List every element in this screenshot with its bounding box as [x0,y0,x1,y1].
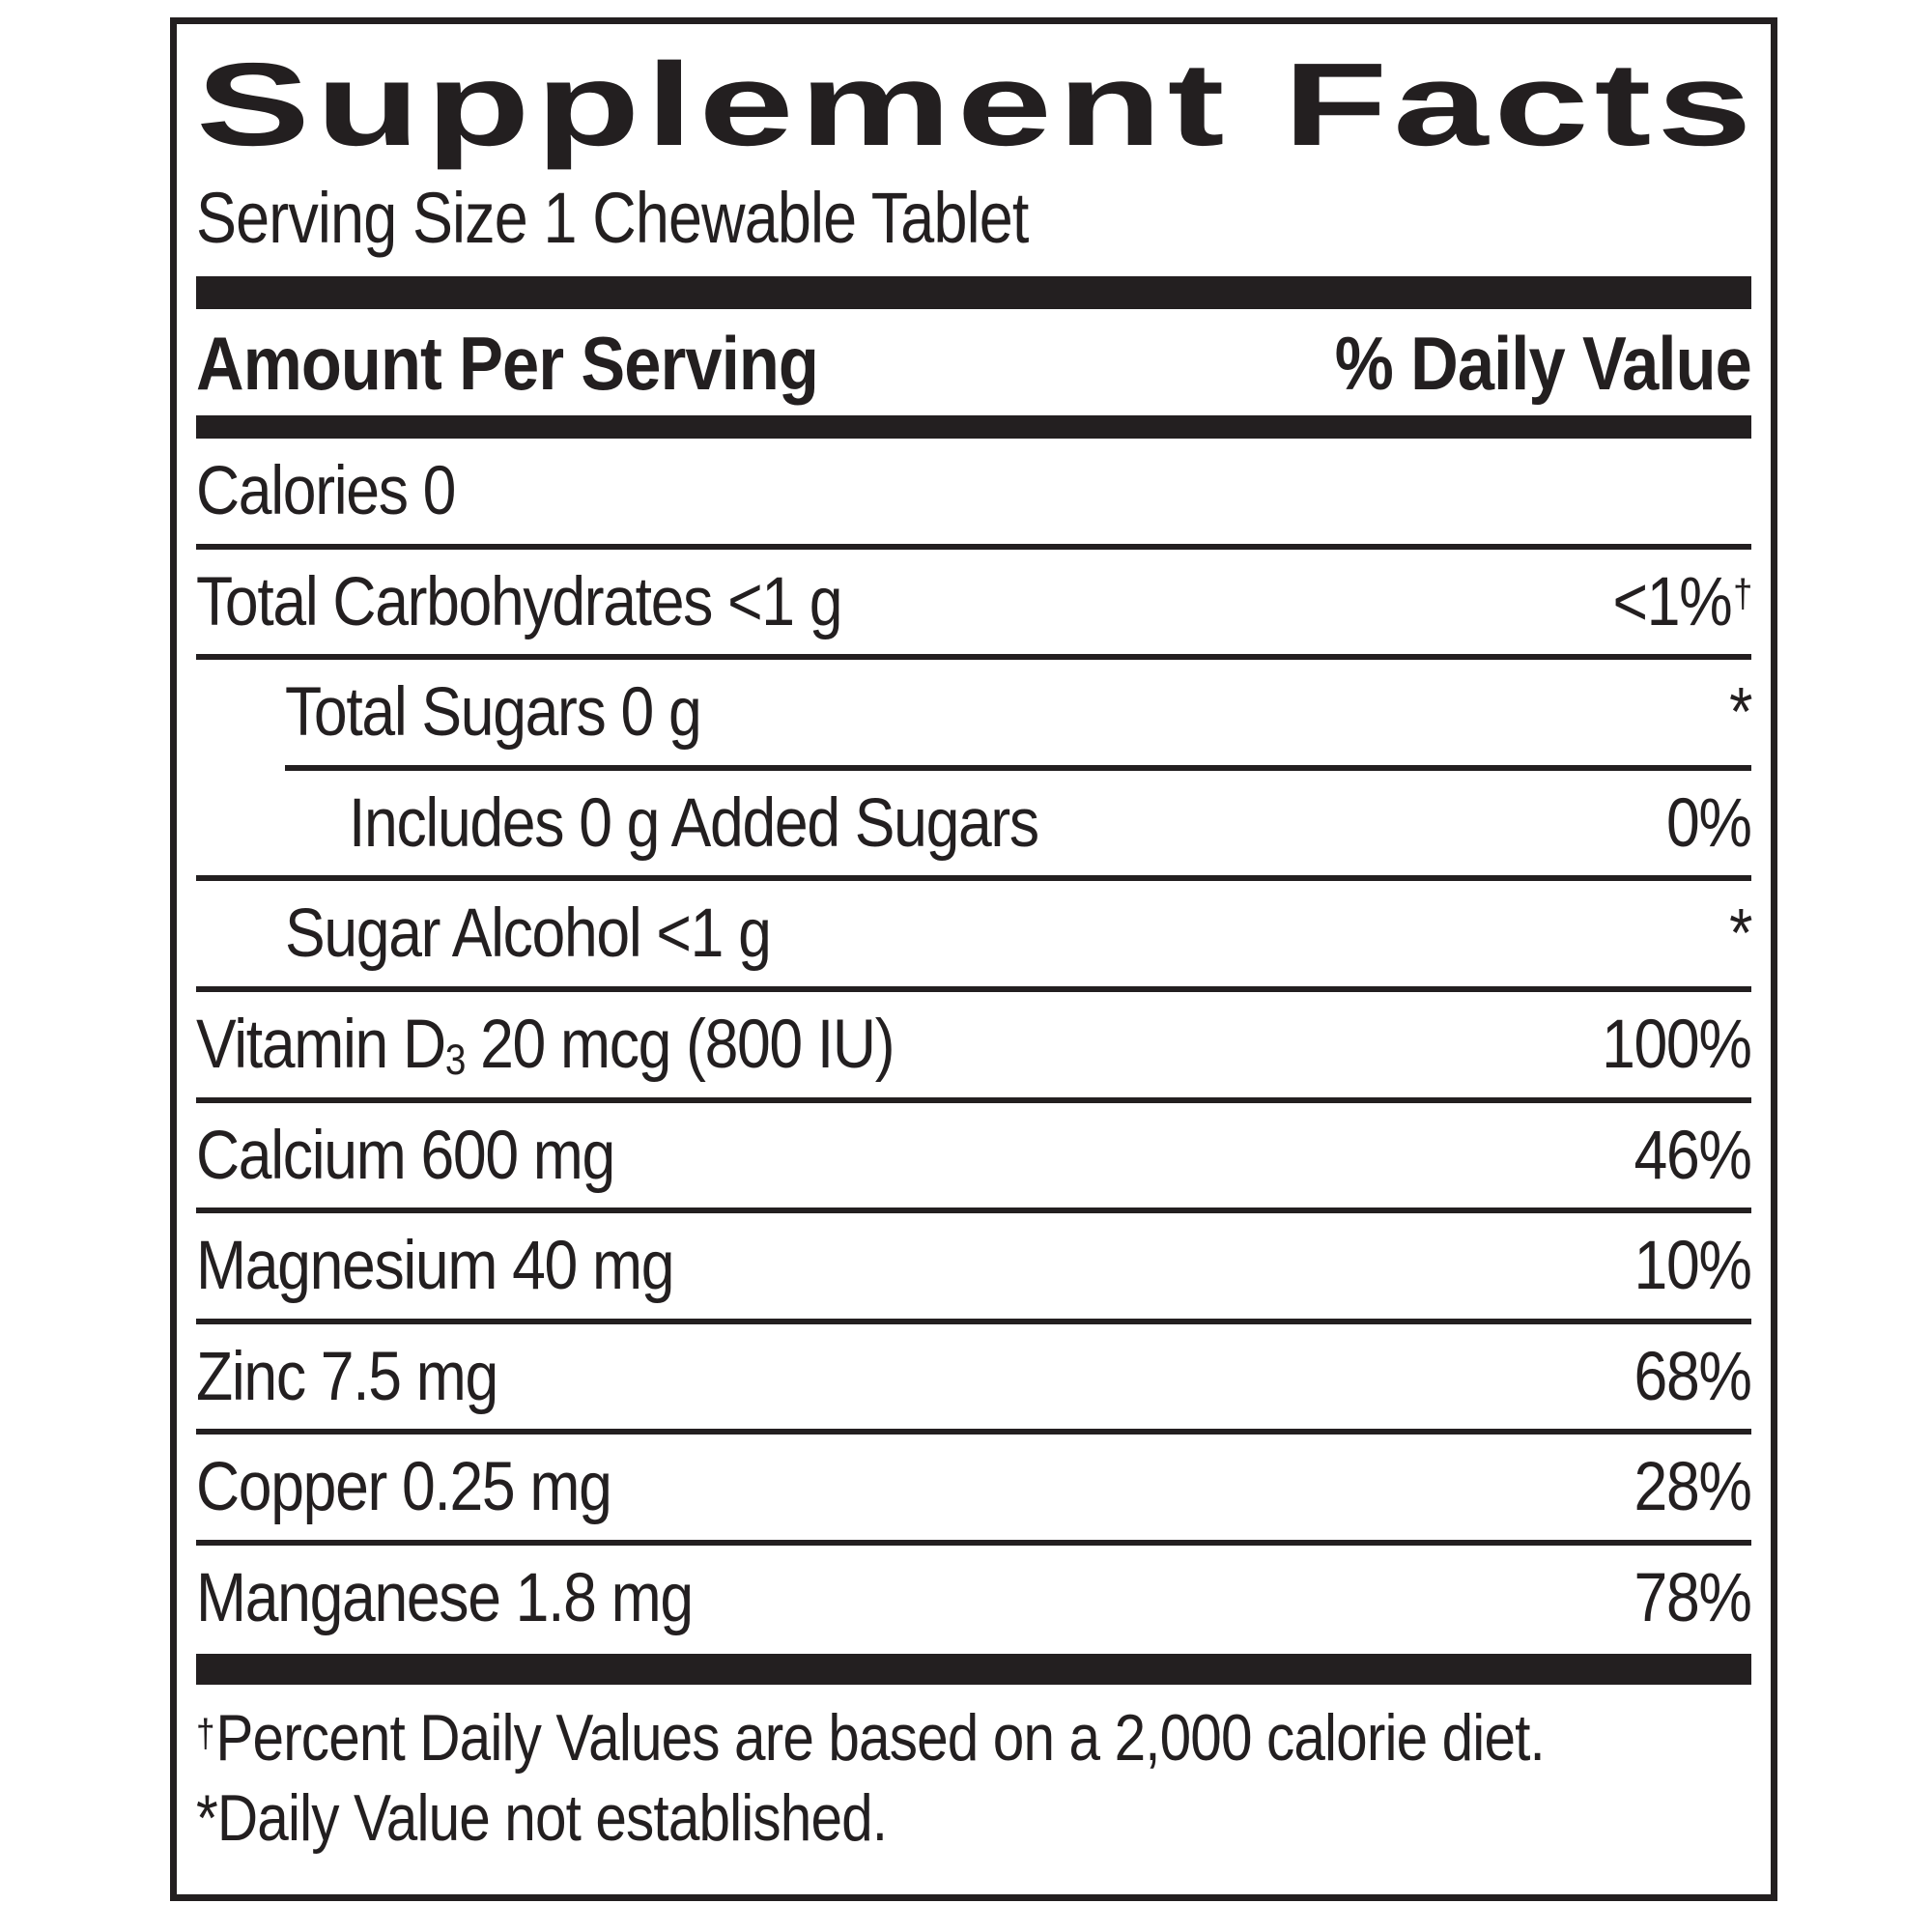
column-header-amount: Amount Per Serving [196,321,819,407]
thick-rule-bottom [196,1654,1751,1686]
label-title: Supplement Facts [196,39,1758,170]
nutrient-daily-value: * [1728,674,1752,752]
row-separator [196,1318,1751,1324]
row-separator [196,654,1751,661]
nutrient-name: Total Carbohydrates <1 g [196,563,843,640]
nutrient-name: Calcium 600 mg [196,1117,615,1194]
nutrient-row-vitamin-d3: Vitamin D3 20 mcg (800 IU) 100% [196,992,1752,1097]
nutrient-row-added-sugars: Includes 0 g Added Sugars 0% [196,771,1752,876]
nutrient-row-copper: Copper 0.25 mg 28% [196,1435,1752,1540]
nutrient-name: Sugar Alcohol <1 g [285,895,772,973]
row-separator [196,543,1751,550]
nutrient-row-calories: Calories 0 [196,439,1751,544]
row-separator [196,1539,1751,1546]
row-separator [196,875,1751,882]
nutrient-daily-value: 78% [1634,1559,1752,1636]
row-separator [196,1429,1751,1435]
nutrient-row-calcium: Calcium 600 mg 46% [196,1103,1752,1208]
nutrient-daily-value: 28% [1634,1449,1752,1526]
nutrient-daily-value: 0% [1666,784,1752,862]
nutrient-row-total-carbohydrates: Total Carbohydrates <1 g <1%† [196,550,1753,655]
nutrient-name: Manganese 1.8 mg [196,1559,694,1636]
nutrient-name: Total Sugars 0 g [285,674,702,752]
medium-rule-header [196,415,1751,440]
nutrient-daily-value: 100% [1602,1007,1752,1084]
nutrient-name: Magnesium 40 mg [196,1228,674,1305]
nutrient-daily-value: * [1728,895,1752,973]
nutrient-daily-value: 10% [1634,1228,1752,1305]
nutrient-row-total-sugars: Total Sugars 0 g * [196,660,1752,765]
supplement-facts-label: Supplement Facts Serving Size 1 Chewable… [170,17,1777,1901]
dagger-symbol: † [1733,571,1752,616]
row-separator [196,1208,1751,1214]
asterisk-symbol: * [196,1781,218,1856]
footnote-daily-values: †Percent Daily Values are based on a 2,0… [196,1701,1546,1776]
serving-size: Serving Size 1 Chewable Tablet [196,178,1029,258]
nutrient-daily-value: 68% [1634,1338,1752,1415]
nutrient-name: Zinc 7.5 mg [196,1338,498,1415]
nutrient-name: Copper 0.25 mg [196,1449,612,1526]
nutrient-row-manganese: Manganese 1.8 mg 78% [196,1546,1752,1651]
nutrient-daily-value: 46% [1634,1117,1752,1194]
row-separator-indented [285,764,1751,771]
nutrient-row-sugar-alcohol: Sugar Alcohol <1 g * [196,881,1752,986]
nutrient-daily-value: <1%† [1612,563,1753,640]
nutrient-row-zinc: Zinc 7.5 mg 68% [196,1324,1752,1430]
nutrient-name: Includes 0 g Added Sugars [349,784,1039,862]
column-header-row: Amount Per Serving % Daily Value [196,309,1752,415]
row-separator [196,1096,1751,1103]
column-header-daily-value: % Daily Value [1334,321,1752,407]
footnote-not-established: *Daily Value not established. [196,1781,888,1856]
nutrient-name: Vitamin D3 20 mcg (800 IU) [196,1007,895,1085]
footnotes: †Percent Daily Values are based on a 2,0… [196,1698,1751,1859]
dagger-symbol: † [196,1711,215,1756]
nutrient-name: Calories 0 [196,453,456,530]
nutrient-row-magnesium: Magnesium 40 mg 10% [196,1213,1752,1319]
row-separator [196,986,1751,993]
thick-rule-top [196,276,1751,310]
subscript-3: 3 [444,1037,467,1085]
